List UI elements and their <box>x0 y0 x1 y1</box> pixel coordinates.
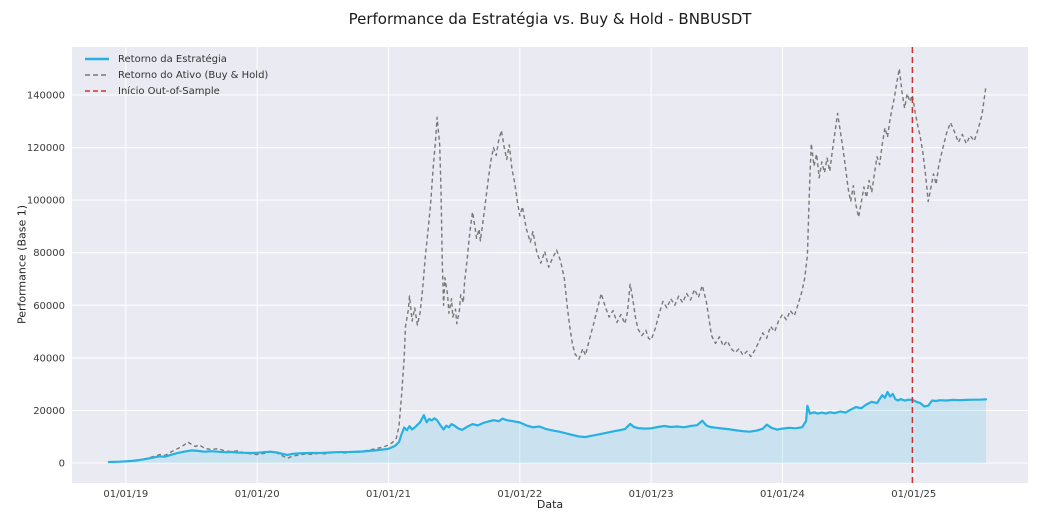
legend-swatch-strategy-line-icon <box>85 57 109 61</box>
legend-item-strategy: Retorno da Estratégia <box>84 52 268 66</box>
y-tick-label: 60000 <box>33 301 65 312</box>
x-tick-label: 01/01/23 <box>629 489 674 500</box>
legend-label-strategy: Retorno da Estratégia <box>118 53 227 65</box>
legend-item-oos: Início Out-of-Sample <box>84 84 268 98</box>
y-tick-label: 140000 <box>27 91 65 102</box>
chart-title: Performance da Estratégia vs. Buy & Hold… <box>348 10 752 28</box>
x-tick-label: 01/01/22 <box>497 489 542 500</box>
chart-legend: Retorno da Estratégia Retorno do Ativo (… <box>84 52 268 98</box>
x-tick-label: 01/01/19 <box>103 489 148 500</box>
x-tick-label: 01/01/21 <box>366 489 411 500</box>
legend-swatch-oos-dashed-line-icon <box>85 90 109 92</box>
y-tick-label: 100000 <box>27 196 65 207</box>
x-axis-label: Data <box>536 498 564 511</box>
y-tick-label: 40000 <box>33 353 65 364</box>
legend-label-oos: Início Out-of-Sample <box>118 85 220 97</box>
strategy-fill-area <box>108 392 987 463</box>
y-tick-label: 120000 <box>27 143 65 154</box>
legend-item-asset: Retorno do Ativo (Buy & Hold) <box>84 68 268 82</box>
legend-label-asset: Retorno do Ativo (Buy & Hold) <box>118 69 269 81</box>
x-tick-label: 01/01/24 <box>760 489 805 500</box>
x-tick-label: 01/01/25 <box>891 489 936 500</box>
legend-swatch-asset-dashed-line-icon <box>85 74 109 76</box>
x-tick-label: 01/01/20 <box>235 489 280 500</box>
y-tick-label: 80000 <box>33 248 65 259</box>
y-axis-label: Performance (Base 1) <box>15 204 29 325</box>
strategy-line <box>107 390 988 464</box>
y-tick-label: 0 <box>59 459 65 470</box>
y-tick-label: 20000 <box>33 406 65 417</box>
